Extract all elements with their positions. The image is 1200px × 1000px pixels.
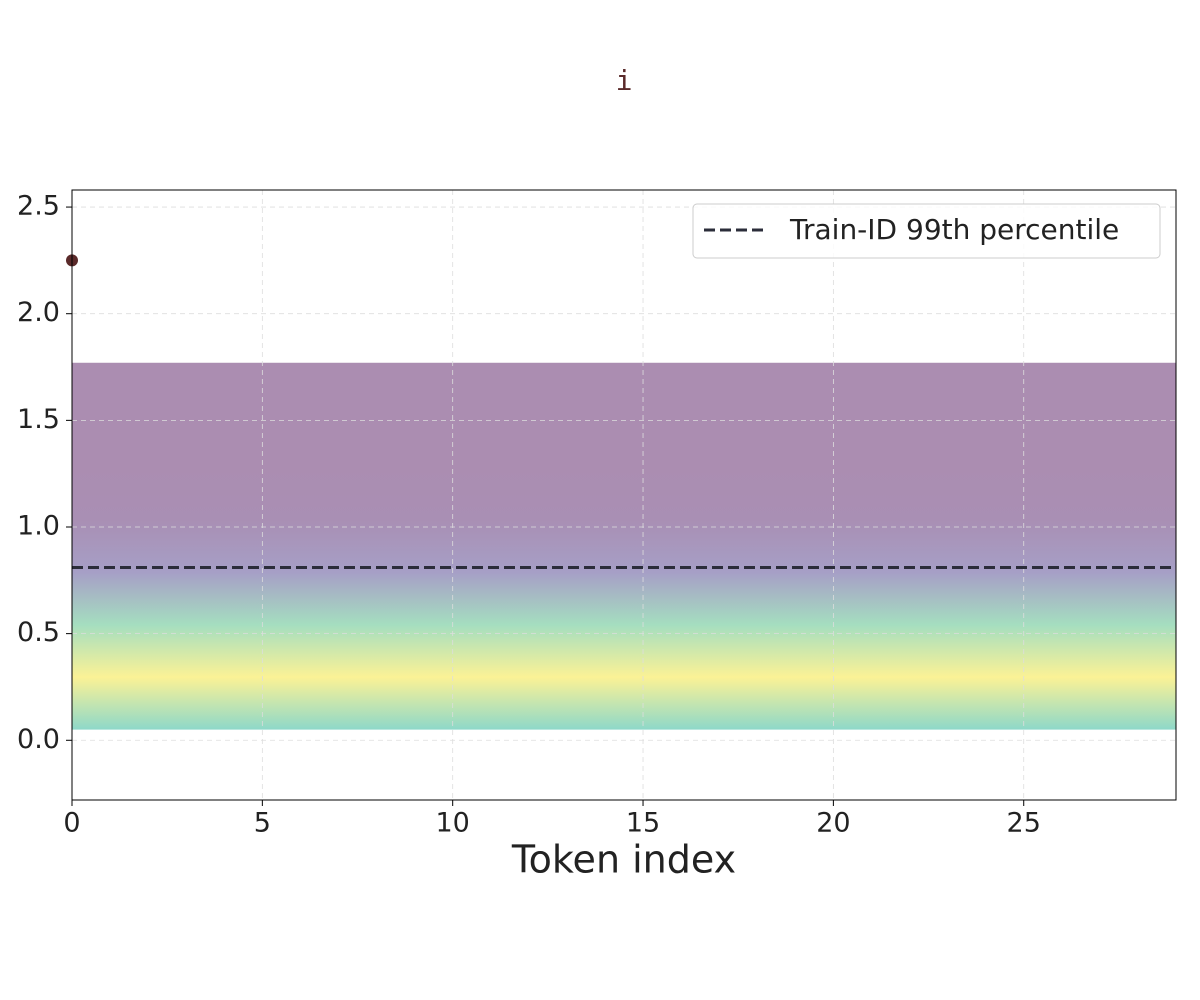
x-tick-label: 5 [254, 808, 271, 839]
y-tick-label: 2.5 [17, 191, 60, 222]
y-tick-label: 0.0 [17, 724, 60, 755]
x-tick-label: 15 [626, 808, 660, 839]
x-axis-label: Token index [511, 838, 736, 882]
x-tick-label: 25 [1007, 808, 1041, 839]
y-tick-label: 1.0 [17, 510, 60, 541]
x-tick-label: 0 [63, 808, 80, 839]
y-tick-label: 0.5 [17, 617, 60, 648]
y-tick-label: 1.5 [17, 404, 60, 435]
legend-label: Train-ID 99th percentile [789, 213, 1119, 246]
plot-frame [71, 189, 1177, 801]
y-tick-label: 2.0 [17, 297, 60, 328]
density-band [72, 362, 1176, 730]
x-tick-label: 10 [436, 808, 470, 839]
legend-box [692, 203, 1161, 259]
x-tick-label: 20 [816, 808, 850, 839]
chart-title: i [616, 64, 633, 97]
